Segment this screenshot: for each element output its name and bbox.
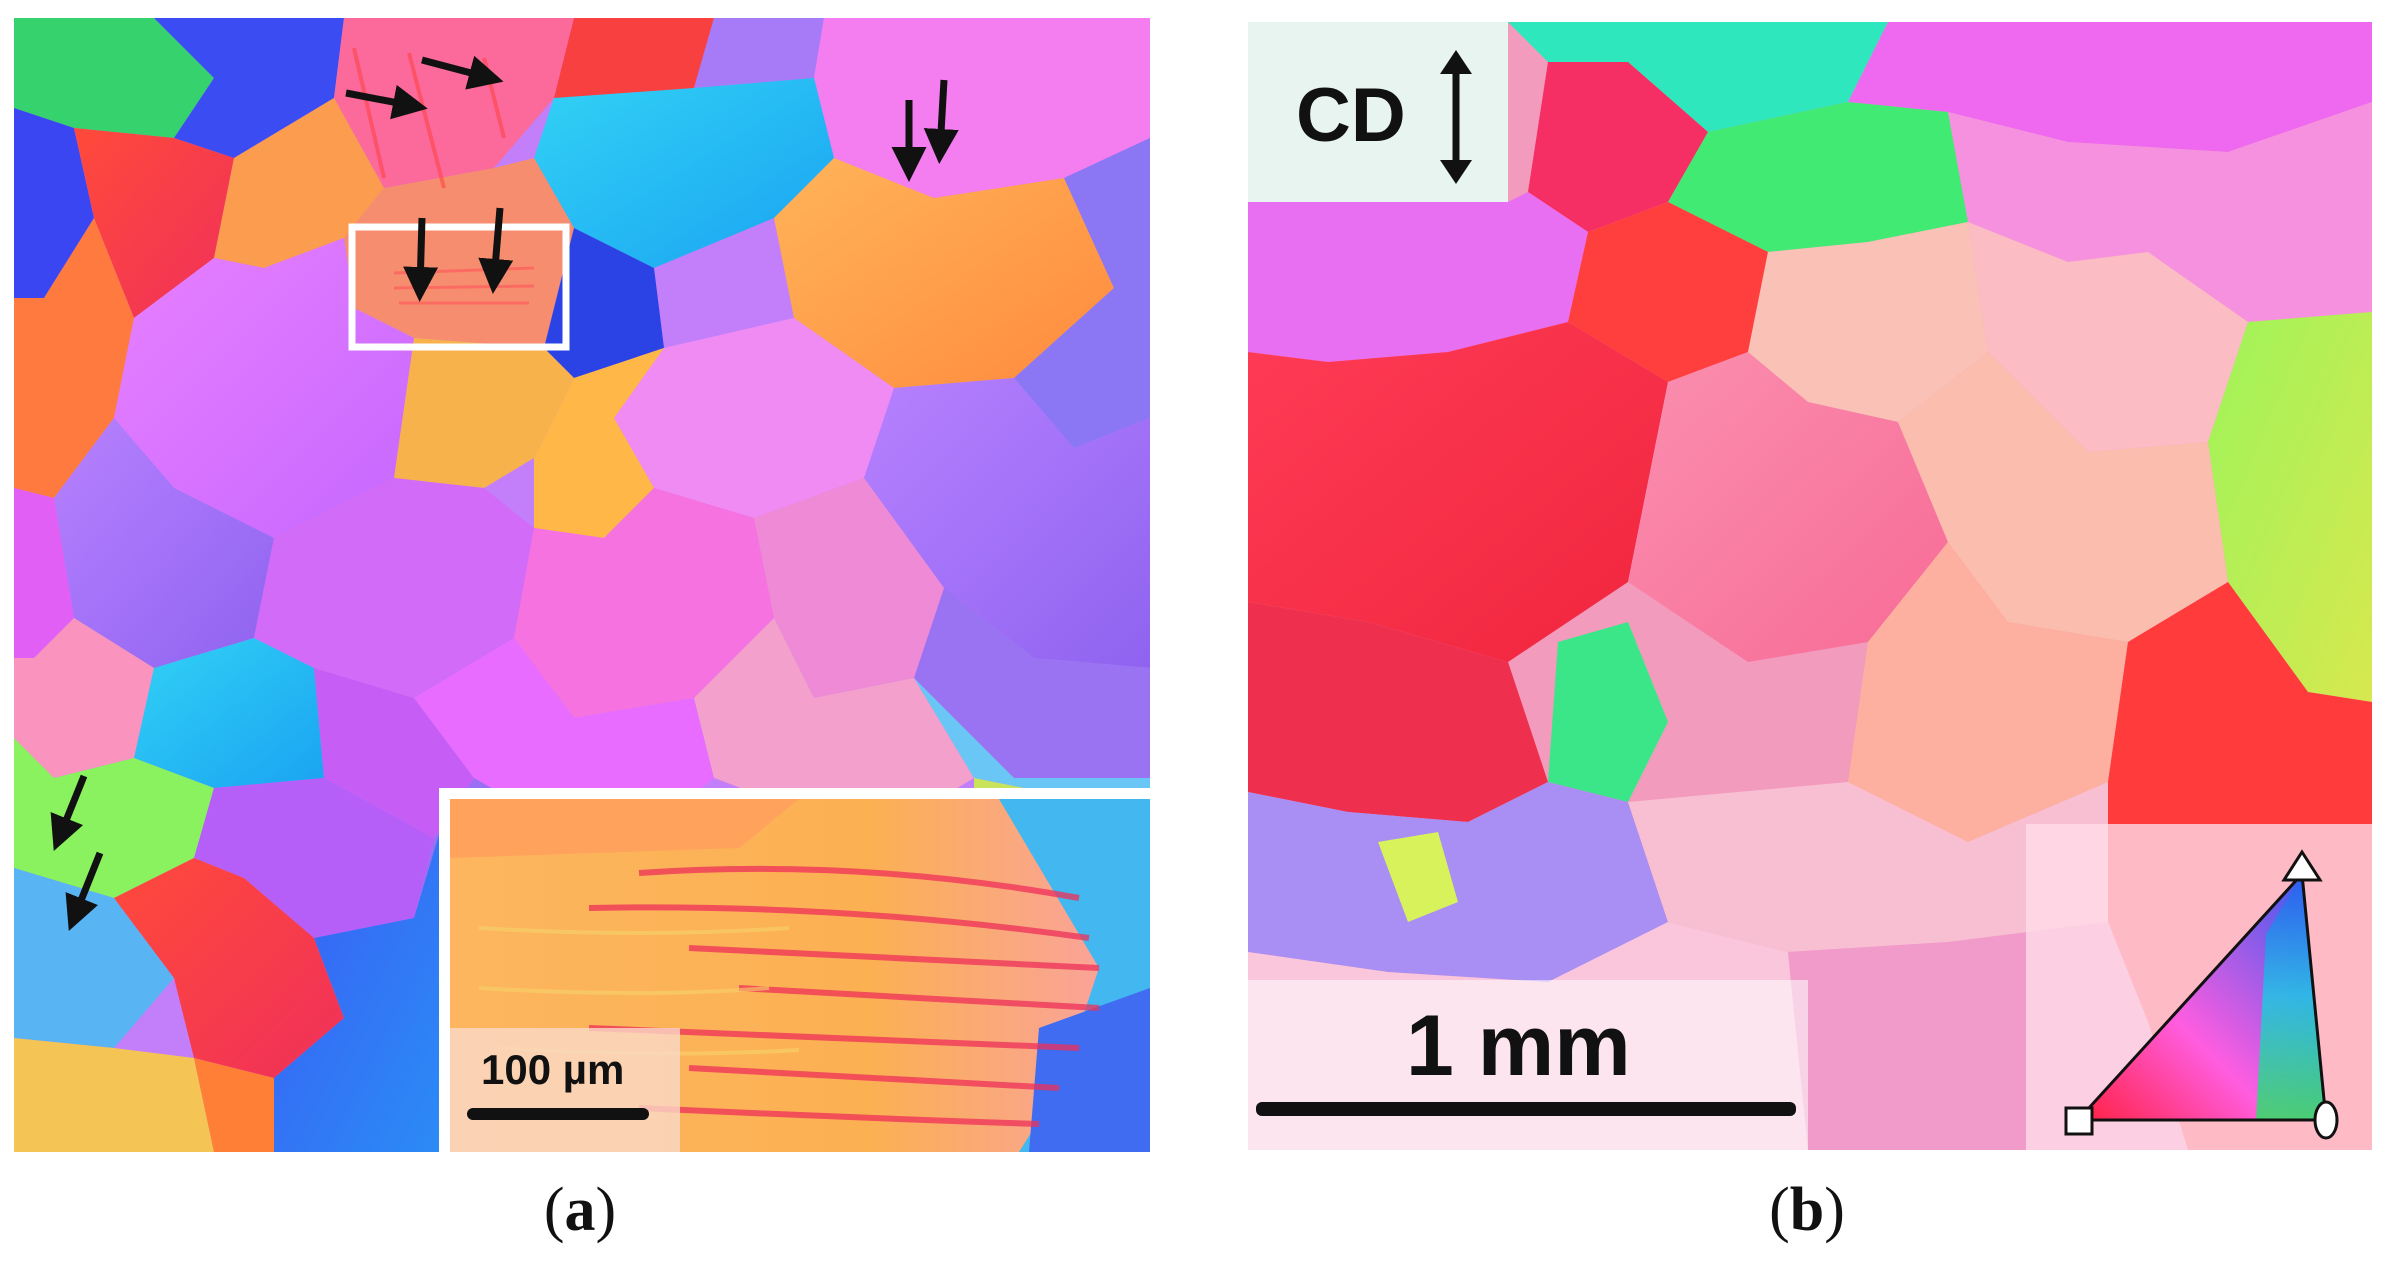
- down-arrow-icon: [403, 217, 439, 302]
- double-arrow-icon: [1440, 50, 1472, 184]
- right-arrow-icon: [345, 84, 428, 120]
- caption-b: (b): [1707, 1175, 1907, 1246]
- inset-grain-image: [450, 799, 1150, 1152]
- inset-magnified: 100 µm: [439, 788, 1150, 1152]
- down-arrow-icon: [478, 207, 514, 294]
- right-arrow-icon: [421, 55, 504, 90]
- down-arrow-icon: [65, 851, 104, 931]
- caption-a-letter: a: [564, 1176, 596, 1244]
- direction-label: CD: [1296, 73, 1406, 158]
- caption-a-close: ): [595, 1176, 617, 1244]
- caption-b-open: (: [1769, 1176, 1790, 1244]
- inset-scale-label: 100 µm: [481, 1046, 625, 1093]
- ebsd-map-b: CD 1 mm: [1248, 22, 2372, 1150]
- ebsd-map-a: 100 µm: [14, 18, 1150, 1152]
- scale-label: 1 mm: [1406, 998, 1631, 1094]
- scale-box: [1248, 980, 1808, 1150]
- inset-scale-box: [450, 1028, 680, 1152]
- down-arrow-icon: [50, 774, 88, 851]
- selection-rectangle: [348, 223, 570, 351]
- scale-bar: [1256, 1102, 1796, 1116]
- down-arrow-icon: [923, 79, 959, 164]
- arrow-layer-a: [50, 55, 959, 931]
- direction-box: [1248, 22, 1508, 202]
- caption-a-open: (: [543, 1176, 565, 1244]
- caption-b-letter: b: [1789, 1176, 1825, 1244]
- ipf-triangle-legend-icon: [2064, 849, 2339, 1140]
- caption-a: (a): [480, 1175, 680, 1246]
- grain-map-a: [14, 18, 1150, 1152]
- caption-b-close: ): [1824, 1176, 1845, 1244]
- inset-scale-bar: [467, 1108, 649, 1120]
